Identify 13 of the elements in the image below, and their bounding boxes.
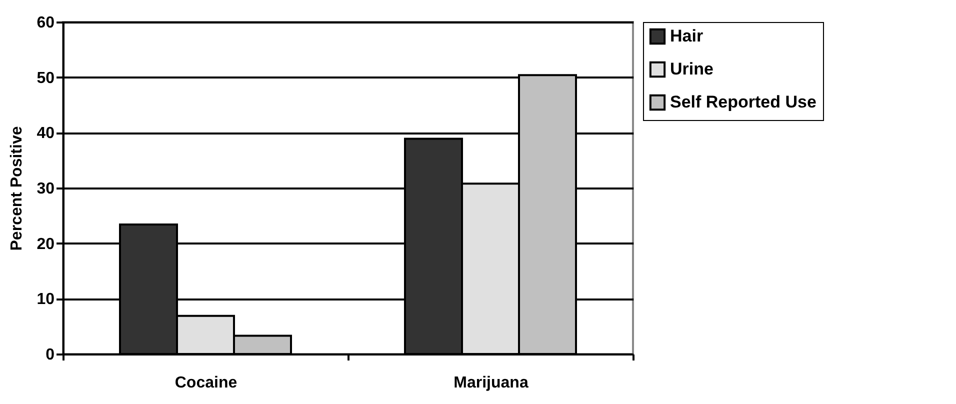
- y-tick-label: 30: [36, 180, 55, 198]
- x-tick-label: Cocaine: [174, 374, 238, 392]
- legend-label: Hair: [670, 26, 704, 46]
- y-tick-label: 20: [36, 236, 55, 253]
- y-tick-label: 60: [36, 14, 55, 32]
- y-axis-title: Percent Positive: [8, 126, 26, 251]
- x-tick-label: Marijuana: [454, 374, 528, 392]
- y-tick-label: 0: [46, 346, 55, 364]
- y-tick-label: 40: [36, 125, 55, 142]
- y-tick-label: 50: [36, 70, 55, 87]
- y-tick-label: 10: [36, 291, 55, 308]
- legend-label: Self Reported Use: [670, 92, 816, 112]
- legend-label: Urine: [670, 60, 714, 78]
